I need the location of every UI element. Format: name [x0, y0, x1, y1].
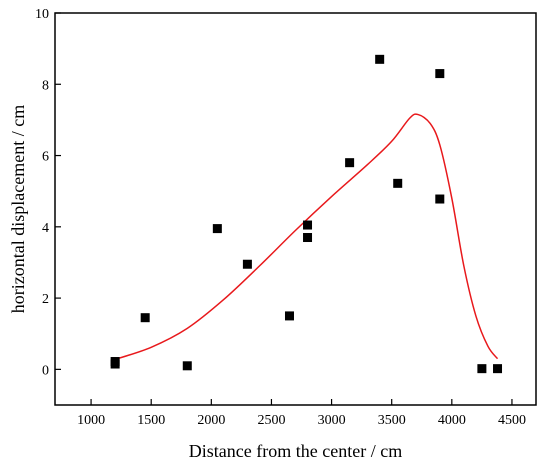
data-point: [284, 311, 294, 321]
y-axis-ticks: 0 2 4 6 8 10: [35, 7, 61, 378]
data-point: [477, 364, 487, 374]
data-point: [110, 357, 120, 367]
x-tick-label: 2500: [257, 413, 285, 428]
data-point: [435, 69, 445, 79]
y-tick-label: 10: [35, 7, 49, 22]
y-tick-label: 6: [42, 150, 49, 165]
x-tick-label: 4500: [498, 413, 526, 428]
data-point: [345, 158, 355, 168]
y-tick-label: 0: [42, 363, 49, 378]
y-tick-label: 8: [42, 78, 49, 93]
scatter-points-layer: [110, 54, 503, 374]
x-tick-label: 1500: [137, 413, 165, 428]
x-tick-label: 3500: [378, 413, 406, 428]
y-tick-label: 4: [42, 221, 49, 236]
x-tick-label: 2000: [197, 413, 225, 428]
data-point: [393, 178, 403, 188]
data-point: [140, 313, 150, 323]
y-axis-title: horizontal displacement / cm: [8, 105, 28, 313]
x-axis-title: Distance from the center / cm: [189, 441, 402, 461]
data-point: [375, 54, 385, 64]
fit-curve-layer: [114, 113, 499, 361]
data-point: [182, 361, 192, 371]
data-point: [435, 194, 445, 204]
data-point: [303, 220, 313, 230]
data-point: [242, 259, 252, 269]
fit-curve-line: [114, 113, 499, 361]
data-point: [303, 233, 313, 243]
x-tick-label: 4000: [438, 413, 466, 428]
x-tick-label: 1000: [77, 413, 105, 428]
x-axis-ticks: 1000 1500 2000 2500 3000 3500 4000 4500: [77, 399, 526, 428]
x-tick-label: 3000: [318, 413, 346, 428]
plot-frame: [54, 12, 537, 406]
data-point: [493, 364, 503, 374]
y-tick-label: 2: [42, 292, 49, 307]
data-point: [212, 224, 222, 234]
